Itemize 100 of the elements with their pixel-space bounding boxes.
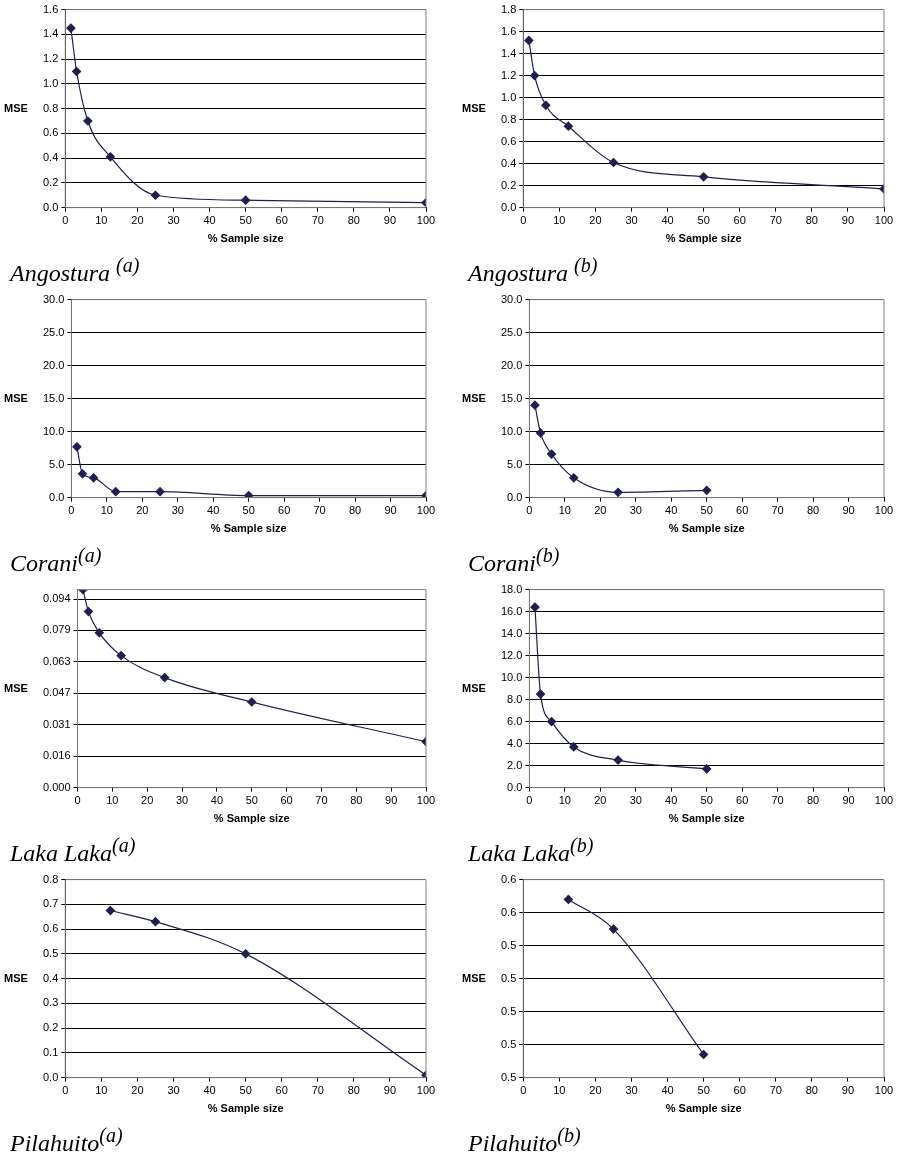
x-tick-label: 60 [733,214,746,227]
text: Corani$^{(b)}$ [468,543,561,578]
x-tick-label: 30 [167,1084,180,1097]
x-tick-label: 50 [700,504,713,517]
y-tick-label: 1.8 [500,2,517,15]
x-tick-label: 0 [62,214,69,227]
x-tick-label: 80 [348,504,362,517]
x-tick-label: 30 [625,214,638,227]
text: Pilahuito$^{(b)}$ [468,1123,582,1158]
x-tick-label: 40 [203,1084,216,1097]
x-tick-label: 40 [210,794,224,807]
y-axis-title: MSE [4,681,28,694]
y-axis-title: MSE [462,681,486,694]
y-tick-label: 0.4 [42,971,59,984]
x-tick-label: 0 [520,214,527,227]
x-tick-label: 90 [385,794,398,807]
y-tick-label: 10.0 [500,670,523,683]
x-tick-label: 40 [203,214,216,227]
x-tick-label: 40 [665,794,678,807]
y-axis-title: MSE [462,391,486,404]
y-axis-title: MSE [462,971,486,984]
y-tick-label: 0.2 [500,178,517,191]
x-tick-label: 60 [280,794,293,807]
x-tick-label: 90 [842,504,855,517]
x-tick-label: 50 [697,214,710,227]
y-tick-label: 14.0 [500,626,523,639]
x-tick-label: 100 [874,214,894,227]
x-tick-label: 30 [629,504,642,517]
x-tick-label: 90 [383,1084,397,1097]
x-tick-label: 70 [769,214,782,227]
x-axis-title: % Sample size [207,232,284,245]
x-tick-label: 50 [239,1084,252,1097]
x-tick-label: 30 [167,214,180,227]
y-axis-title: MSE [4,971,28,984]
y-tick-label: 1.6 [500,24,517,37]
y-tick-label: 0.6 [42,922,59,935]
y-tick-label: 16.0 [500,604,523,617]
y-tick-label: 10.0 [500,424,523,437]
x-tick-label: 100 [416,794,436,807]
y-tick-label: 0.063 [43,654,71,667]
x-tick-label: 30 [625,1084,638,1097]
y-tick-label: 0.6 [500,905,517,918]
y-tick-label: 0.031 [43,717,71,730]
x-tick-label: 60 [278,504,291,517]
y-tick-label: 0.2 [42,1021,59,1034]
y-tick-label: 15.0 [500,391,523,404]
x-tick-label: 70 [769,1084,782,1097]
x-tick-label: 20 [594,504,607,517]
x-tick-label: 50 [697,1084,710,1097]
x-tick-label: 60 [733,1084,746,1097]
x-axis-title: % Sample size [665,232,742,245]
x-tick-label: 50 [700,794,713,807]
x-tick-label: 0 [62,1084,69,1097]
x-tick-label: 50 [242,504,255,517]
x-tick-label: 10 [553,1084,566,1097]
x-tick-label: 30 [175,794,189,807]
x-axis-title: % Sample size [668,812,745,825]
x-tick-label: 0 [526,794,533,807]
y-tick-label: 25.0 [42,325,65,338]
y-axis-title: MSE [4,101,28,114]
y-tick-label: 10.0 [42,424,65,437]
x-tick-label: 90 [383,214,397,227]
x-tick-label: 20 [594,794,607,807]
x-tick-label: 100 [874,1084,894,1097]
y-tick-label: 0.2 [42,175,59,188]
y-tick-label: 0.0 [507,490,523,503]
x-tick-label: 70 [771,794,784,807]
y-tick-label: 0.0 [500,200,517,213]
x-axis-title: % Sample size [210,522,287,535]
x-tick-label: 10 [95,214,108,227]
y-tick-label: 0.016 [43,749,71,762]
y-tick-label: 30.0 [500,292,523,305]
y-tick-label: 30.0 [42,292,65,305]
x-axis-title: % Sample size [207,1102,284,1115]
x-tick-label: 20 [136,504,149,517]
x-tick-label: 10 [95,1084,108,1097]
x-tick-label: 80 [806,794,820,807]
x-tick-label: 90 [842,794,855,807]
y-tick-label: 20.0 [500,358,523,371]
y-tick-label: 0.5 [500,971,517,984]
x-axis-title: % Sample size [213,812,290,825]
y-tick-label: 0.0 [42,1070,59,1083]
x-tick-label: 40 [661,214,674,227]
x-tick-label: 70 [311,1084,324,1097]
x-tick-label: 80 [347,214,360,227]
y-tick-label: 0.4 [42,151,59,164]
text: Laka Laka$^{(a)}$ [10,833,137,868]
y-tick-label: 0.6 [42,126,59,139]
x-tick-label: 100 [416,214,436,227]
x-tick-label: 10 [558,794,571,807]
y-tick-label: 0.0 [49,490,65,503]
y-tick-label: 0.7 [42,897,59,910]
y-tick-label: 0.5 [500,1070,517,1083]
x-tick-label: 70 [315,794,328,807]
x-tick-label: 60 [275,214,288,227]
x-tick-label: 0 [74,794,81,807]
x-tick-label: 30 [629,794,642,807]
x-tick-label: 90 [384,504,397,517]
x-tick-label: 100 [416,504,436,517]
x-tick-label: 70 [311,214,324,227]
